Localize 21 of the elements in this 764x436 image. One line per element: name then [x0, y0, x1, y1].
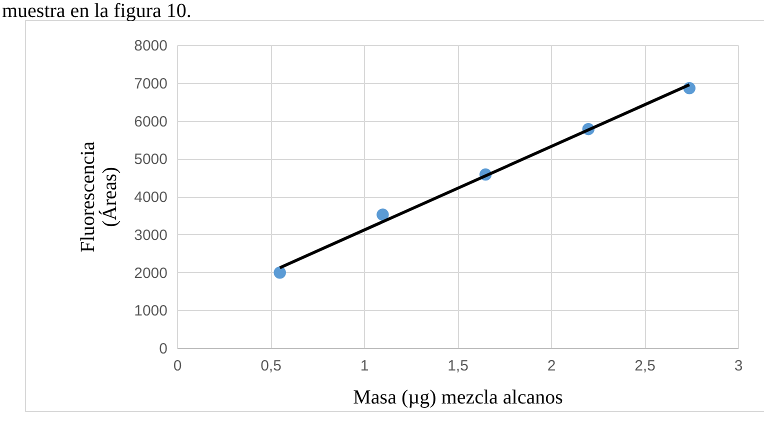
- text: muestra en la figura 10.: [2, 0, 192, 22]
- y-tick-label: 0: [159, 340, 168, 358]
- y-tick-label: 4000: [134, 189, 168, 206]
- x-tick-label: 2,5: [634, 358, 656, 374]
- y-tick-label: 5000: [134, 151, 168, 168]
- y-tick-label: 7000: [134, 75, 168, 92]
- x-tick-label: 1,5: [448, 358, 468, 374]
- x-axis-title: Masa (µg) mezcla alcanos: [353, 386, 564, 408]
- y-tick-label: 2000: [134, 264, 168, 282]
- y-tick-label: 3000: [134, 226, 168, 244]
- point: [376, 208, 389, 221]
- x-tick-label: 0: [173, 358, 182, 374]
- y-tick-label: 6000: [134, 113, 168, 130]
- y-tick-label: 1000: [134, 302, 168, 320]
- x-tick-label: 1: [360, 358, 369, 374]
- x-tick-label: 3: [734, 358, 743, 374]
- y-axis-title: Fluorescencia (Áreas): [77, 141, 122, 253]
- point: [274, 266, 286, 279]
- x-tick-label: 0,5: [260, 358, 282, 374]
- y-tick-label: 8000: [134, 38, 168, 54]
- x-tick-label: 2: [547, 358, 556, 374]
